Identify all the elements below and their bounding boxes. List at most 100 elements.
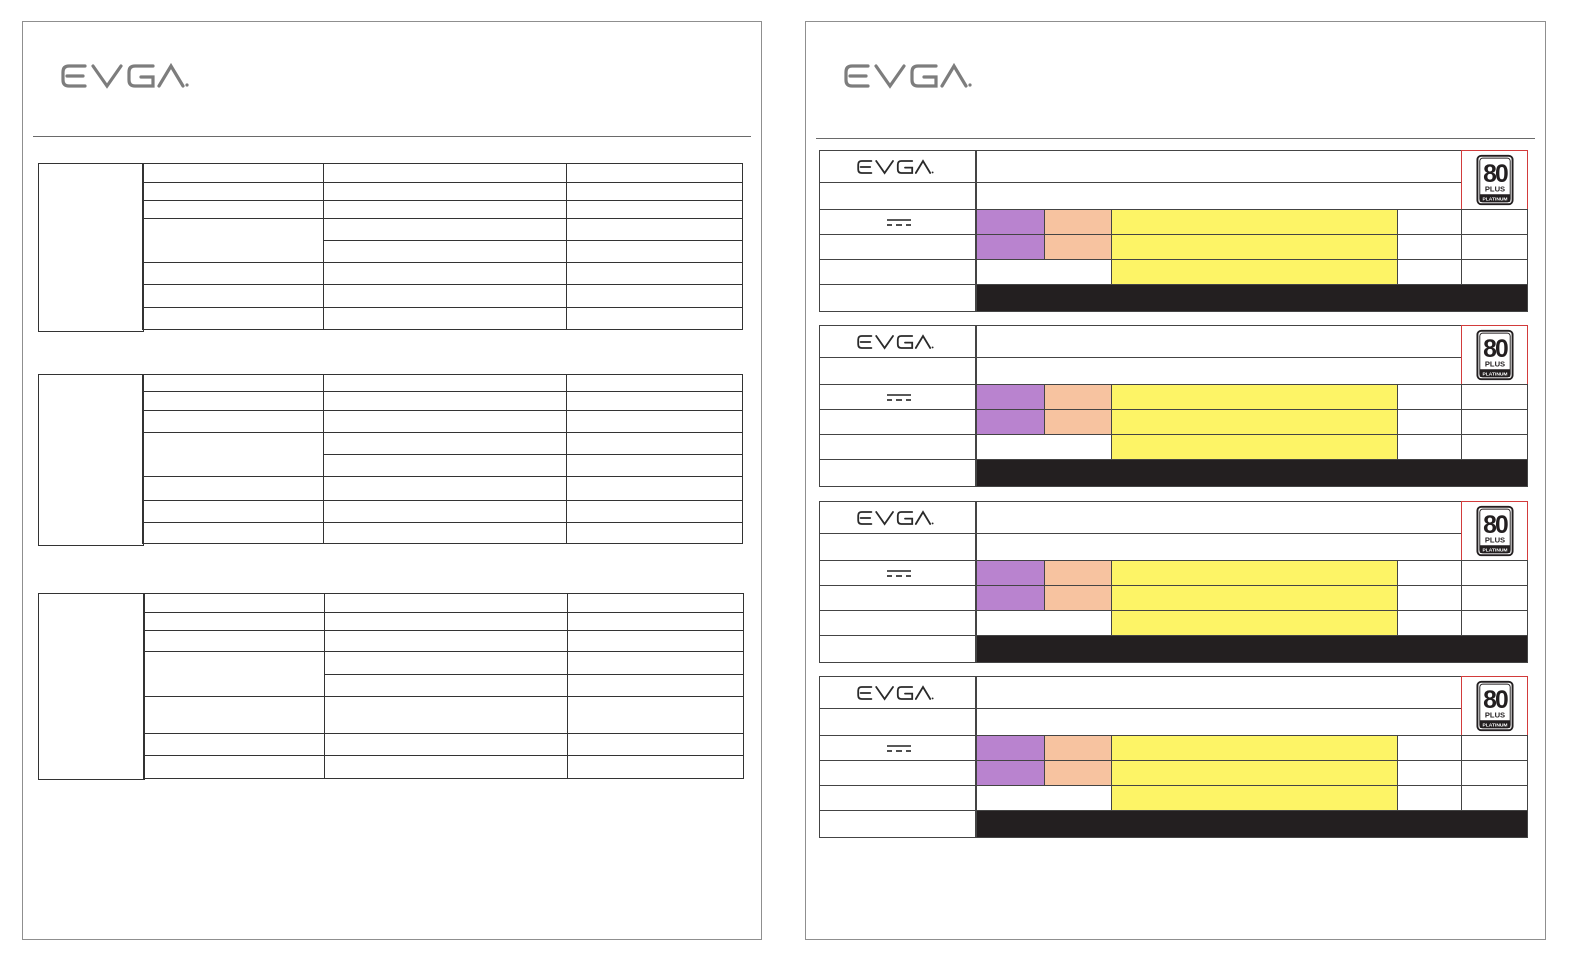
cell <box>323 432 567 455</box>
label-3-title-row-1 <box>976 501 1463 534</box>
label-4-rail-cell <box>1461 760 1528 786</box>
cell <box>567 696 744 734</box>
spec-table-2-rail <box>38 374 144 546</box>
cell <box>567 755 744 779</box>
label-4-dc-cell <box>819 735 976 761</box>
cell <box>566 307 743 330</box>
label-3-rail-yellow <box>1111 610 1398 636</box>
cell <box>143 755 325 779</box>
label-4-left-cell-5 <box>819 785 976 811</box>
cell <box>143 612 325 631</box>
label-4-rail-cell <box>1397 760 1462 786</box>
label-4-rail-peach <box>1044 760 1112 786</box>
label-2-rail-purple <box>976 409 1045 435</box>
label-4-rail-purple <box>976 760 1045 786</box>
cell <box>142 307 324 330</box>
label-2-row5-blank <box>976 434 1112 460</box>
label-2-rail-yellow <box>1111 434 1398 460</box>
cell <box>143 630 325 652</box>
80-plus-platinum-badge <box>1476 329 1514 381</box>
cell <box>142 262 324 285</box>
cell <box>324 593 568 613</box>
label-2-rail-yellow <box>1111 409 1398 435</box>
cell <box>566 432 743 455</box>
label-3-rail-cell <box>1461 585 1528 611</box>
label-3-logo-cell <box>819 501 976 534</box>
dc-current-icon <box>887 745 911 752</box>
cell <box>142 522 324 544</box>
label-2-rail-peach <box>1044 384 1112 410</box>
dc-current-icon <box>887 570 911 577</box>
label-1-rail-yellow <box>1111 259 1398 285</box>
label-4-rail-yellow <box>1111 760 1398 786</box>
label-2-dc-cell <box>819 384 976 410</box>
label-1-rail-cell <box>1397 234 1462 260</box>
cell <box>142 182 324 201</box>
cell <box>142 476 324 501</box>
spec-table-1 <box>142 163 743 330</box>
cell <box>142 410 324 433</box>
cell <box>323 500 567 523</box>
label-4-rail-cell <box>1397 785 1462 811</box>
label-3-certification-box <box>1461 501 1528 561</box>
cell <box>142 200 324 219</box>
label-1-row5-blank <box>976 259 1112 285</box>
label-1-logo-cell <box>819 150 976 183</box>
cell <box>323 218 567 241</box>
evga-label-logo <box>857 683 935 703</box>
cell <box>323 410 567 433</box>
cell <box>142 432 324 477</box>
cell <box>323 284 567 308</box>
label-3-left-cell-6 <box>819 635 976 663</box>
cell <box>567 593 744 613</box>
label-2-certification-box <box>1461 325 1528 385</box>
label-3-rail-cell <box>1461 560 1528 586</box>
label-1-rail-peach <box>1044 209 1112 235</box>
label-1-rail-purple <box>976 234 1045 260</box>
label-4-title-row-2 <box>976 708 1463 736</box>
cell <box>142 284 324 308</box>
label-4-total-power-bar <box>976 810 1528 838</box>
label-1-left-cell-4 <box>819 234 976 260</box>
cell <box>143 696 325 734</box>
evga-label-logo <box>857 508 935 528</box>
evga-label-logo <box>857 332 935 352</box>
label-2-rail-cell <box>1461 409 1528 435</box>
cell <box>324 612 568 631</box>
label-1-rail-cell <box>1397 259 1462 285</box>
cell <box>142 163 324 183</box>
label-2-left-cell-2 <box>819 357 976 385</box>
label-2-left-cell-6 <box>819 459 976 487</box>
cell <box>323 262 567 285</box>
spec-table-1-rail <box>38 163 144 332</box>
cell <box>566 500 743 523</box>
label-4-rail-peach <box>1044 735 1112 761</box>
label-2-rail-cell <box>1461 384 1528 410</box>
label-3-total-power-bar <box>976 635 1528 663</box>
label-4-rail-yellow <box>1111 735 1398 761</box>
cell <box>566 454 743 477</box>
80-plus-platinum-badge <box>1476 505 1514 557</box>
cell <box>566 374 743 392</box>
cell <box>566 218 743 241</box>
cell <box>567 630 744 652</box>
label-3-rail-purple <box>976 560 1045 586</box>
label-3-left-cell-5 <box>819 610 976 636</box>
cell <box>566 284 743 308</box>
evga-logo <box>844 60 974 92</box>
header-rule <box>816 138 1535 139</box>
label-2-rail-cell <box>1397 384 1462 410</box>
80-plus-platinum-badge <box>1476 680 1514 732</box>
label-1-rail-cell <box>1397 209 1462 235</box>
label-4-title-row-1 <box>976 676 1463 709</box>
cell <box>567 651 744 675</box>
label-2-left-cell-4 <box>819 409 976 435</box>
label-1-rail-cell <box>1461 259 1528 285</box>
cell <box>323 240 567 263</box>
cell <box>323 391 567 411</box>
cell <box>566 391 743 411</box>
header-rule <box>33 136 751 137</box>
cell <box>323 200 567 219</box>
label-1-total-power-bar <box>976 284 1528 312</box>
label-3-rail-yellow <box>1111 560 1398 586</box>
